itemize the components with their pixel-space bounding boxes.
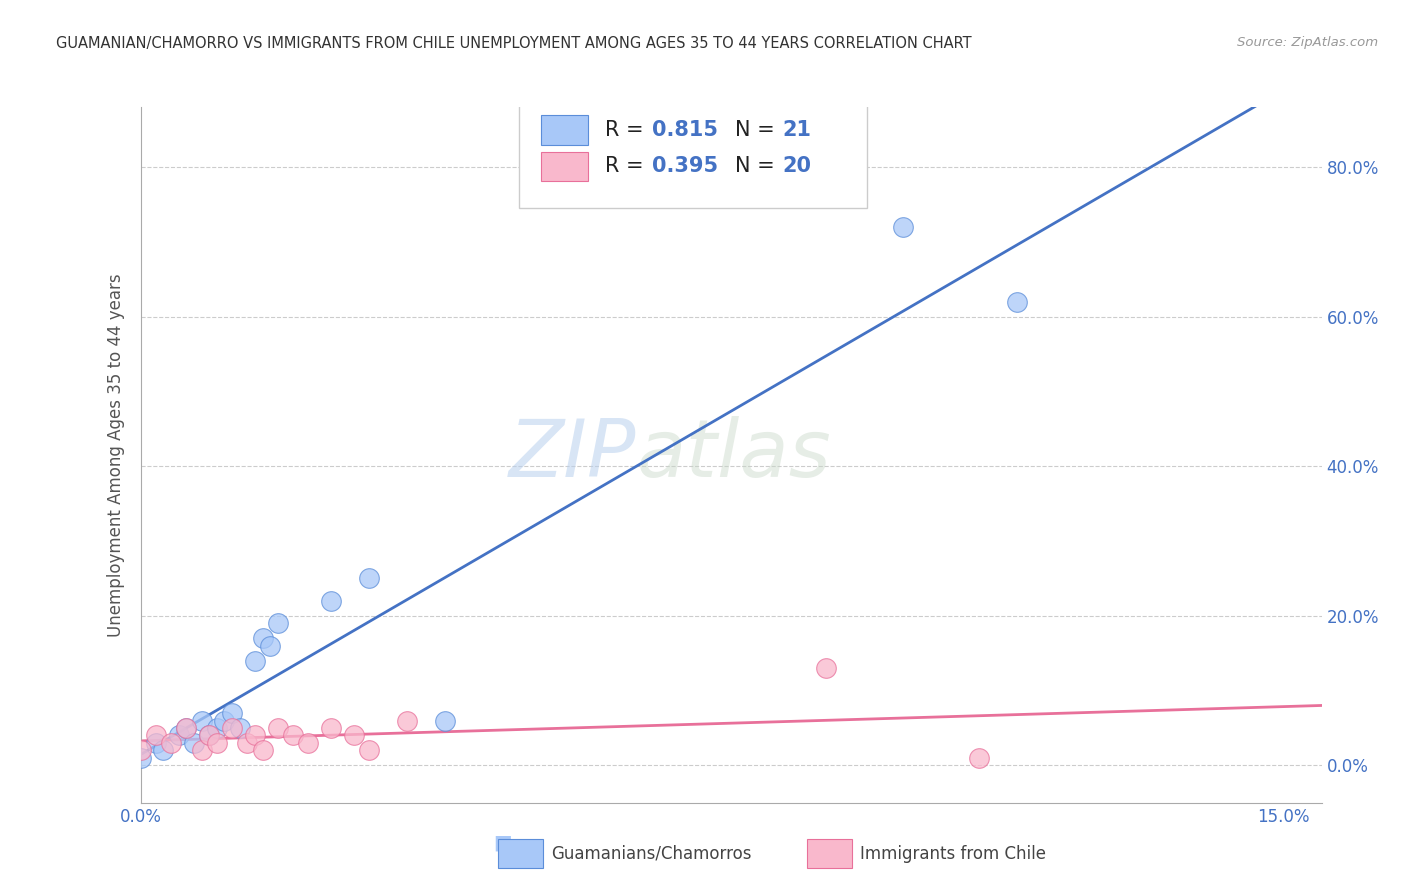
- Text: N =: N =: [735, 120, 782, 140]
- Point: [190, 743, 212, 757]
- Point: [152, 743, 174, 757]
- Point: [343, 729, 366, 743]
- Point: [967, 751, 990, 765]
- Point: [176, 721, 198, 735]
- Text: R =: R =: [605, 120, 650, 140]
- Text: atlas: atlas: [637, 416, 831, 494]
- Point: [176, 721, 198, 735]
- Point: [214, 714, 236, 728]
- Point: [236, 736, 259, 750]
- Text: Source: ZipAtlas.com: Source: ZipAtlas.com: [1237, 36, 1378, 49]
- Point: [160, 736, 183, 750]
- Text: Immigrants from Chile: Immigrants from Chile: [860, 845, 1046, 863]
- Point: [891, 219, 914, 234]
- Point: [319, 721, 342, 735]
- Point: [396, 714, 419, 728]
- Point: [145, 729, 167, 743]
- Point: [221, 721, 243, 735]
- Point: [167, 729, 190, 743]
- FancyBboxPatch shape: [541, 152, 588, 181]
- Text: 21: 21: [782, 120, 811, 140]
- Point: [205, 736, 228, 750]
- Text: GUAMANIAN/CHAMORRO VS IMMIGRANTS FROM CHILE UNEMPLOYMENT AMONG AGES 35 TO 44 YEA: GUAMANIAN/CHAMORRO VS IMMIGRANTS FROM CH…: [56, 36, 972, 51]
- Point: [319, 594, 342, 608]
- Text: 0.395: 0.395: [652, 156, 718, 177]
- FancyBboxPatch shape: [541, 115, 588, 145]
- Text: 0.815: 0.815: [652, 120, 718, 140]
- Point: [129, 743, 152, 757]
- Point: [183, 736, 205, 750]
- Point: [259, 639, 281, 653]
- Point: [1005, 294, 1028, 309]
- Point: [221, 706, 243, 720]
- Text: ZIP: ZIP: [509, 416, 637, 494]
- Point: [815, 661, 838, 675]
- Point: [243, 729, 266, 743]
- Point: [243, 654, 266, 668]
- Point: [129, 751, 152, 765]
- Text: R =: R =: [605, 156, 650, 177]
- Point: [252, 631, 274, 645]
- Text: Guamanians/Chamorros: Guamanians/Chamorros: [551, 845, 752, 863]
- Point: [434, 714, 457, 728]
- Point: [198, 729, 221, 743]
- Point: [205, 721, 228, 735]
- Point: [228, 721, 250, 735]
- Text: N =: N =: [735, 156, 782, 177]
- Text: 20: 20: [782, 156, 811, 177]
- Point: [281, 729, 304, 743]
- Point: [297, 736, 319, 750]
- Point: [267, 616, 290, 631]
- Point: [198, 729, 221, 743]
- Point: [145, 736, 167, 750]
- FancyBboxPatch shape: [519, 100, 868, 208]
- Point: [267, 721, 290, 735]
- Point: [252, 743, 274, 757]
- Point: [190, 714, 212, 728]
- Point: [359, 571, 381, 585]
- Point: [359, 743, 381, 757]
- Text: ▪: ▪: [492, 829, 513, 857]
- Y-axis label: Unemployment Among Ages 35 to 44 years: Unemployment Among Ages 35 to 44 years: [107, 273, 125, 637]
